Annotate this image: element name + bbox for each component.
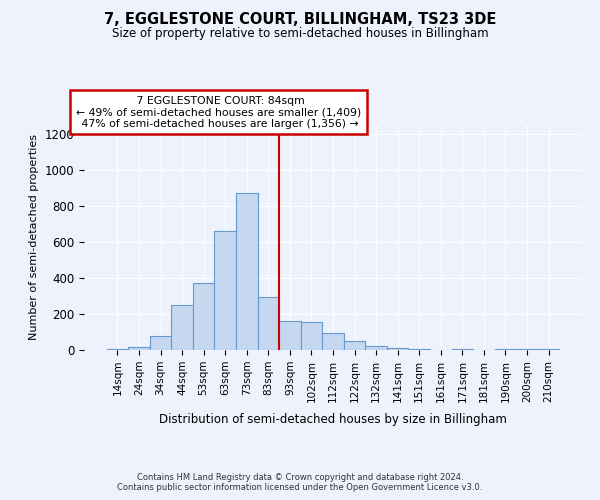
Bar: [494, 348, 516, 350]
Bar: [279, 321, 301, 350]
Text: Contains public sector information licensed under the Open Government Licence v3: Contains public sector information licen…: [118, 482, 482, 492]
Bar: [409, 348, 430, 350]
Bar: [452, 348, 473, 350]
Bar: [214, 231, 236, 350]
Bar: [365, 346, 387, 350]
Bar: [257, 297, 279, 350]
Bar: [107, 349, 128, 350]
Bar: [344, 342, 365, 350]
Bar: [322, 332, 344, 350]
Bar: [172, 306, 193, 350]
Text: 7 EGGLESTONE COURT: 84sqm
← 49% of semi-detached houses are smaller (1,409)
 47%: 7 EGGLESTONE COURT: 84sqm ← 49% of semi-…: [76, 96, 361, 129]
Bar: [150, 336, 172, 350]
Text: 7, EGGLESTONE COURT, BILLINGHAM, TS23 3DE: 7, EGGLESTONE COURT, BILLINGHAM, TS23 3D…: [104, 12, 496, 28]
Text: Contains HM Land Registry data © Crown copyright and database right 2024.: Contains HM Land Registry data © Crown c…: [137, 472, 463, 482]
X-axis label: Distribution of semi-detached houses by size in Billingham: Distribution of semi-detached houses by …: [159, 413, 507, 426]
Bar: [236, 194, 257, 350]
Bar: [387, 348, 409, 350]
Text: Size of property relative to semi-detached houses in Billingham: Size of property relative to semi-detach…: [112, 28, 488, 40]
Bar: [516, 349, 538, 350]
Y-axis label: Number of semi-detached properties: Number of semi-detached properties: [29, 134, 39, 340]
Bar: [128, 347, 150, 350]
Bar: [193, 284, 214, 350]
Bar: [301, 322, 322, 350]
